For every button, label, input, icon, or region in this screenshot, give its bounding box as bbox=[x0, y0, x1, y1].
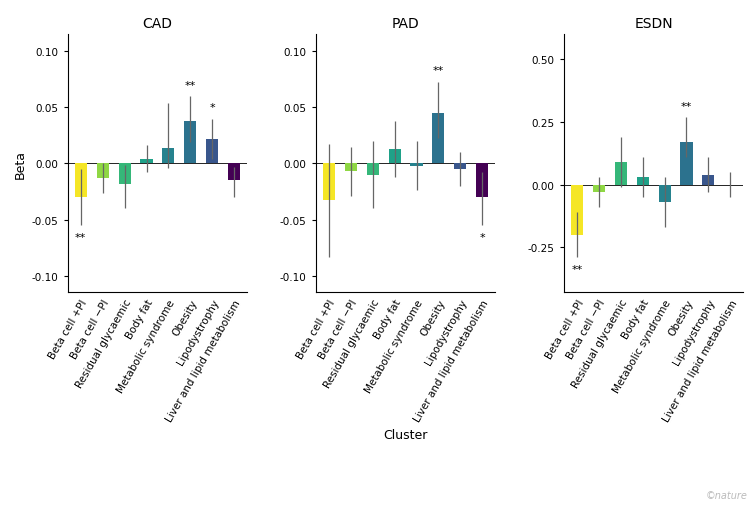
Bar bbox=[228, 164, 240, 181]
Bar bbox=[388, 149, 400, 164]
Bar bbox=[659, 185, 671, 203]
Text: ©nature: ©nature bbox=[705, 490, 747, 500]
Bar bbox=[207, 139, 219, 164]
Bar bbox=[119, 164, 131, 184]
Bar bbox=[593, 185, 605, 193]
Title: CAD: CAD bbox=[143, 18, 173, 31]
Bar bbox=[411, 164, 423, 166]
Bar bbox=[571, 185, 583, 235]
Bar bbox=[476, 164, 488, 198]
Bar bbox=[97, 164, 109, 179]
Bar bbox=[345, 164, 357, 172]
Bar bbox=[702, 175, 714, 185]
X-axis label: Cluster: Cluster bbox=[383, 428, 428, 441]
Bar bbox=[74, 164, 87, 198]
Title: PAD: PAD bbox=[392, 18, 419, 31]
Bar bbox=[615, 163, 627, 185]
Bar bbox=[433, 114, 445, 164]
Bar bbox=[162, 148, 174, 164]
Text: **: ** bbox=[681, 102, 692, 112]
Bar bbox=[637, 178, 649, 185]
Text: *: * bbox=[210, 103, 215, 113]
Bar bbox=[140, 160, 152, 164]
Text: **: ** bbox=[75, 232, 86, 242]
Bar bbox=[323, 164, 335, 201]
Bar bbox=[454, 164, 466, 170]
Text: **: ** bbox=[572, 264, 583, 274]
Bar bbox=[184, 122, 196, 164]
Bar bbox=[680, 143, 692, 185]
Text: **: ** bbox=[433, 66, 444, 76]
Text: **: ** bbox=[185, 80, 196, 90]
Bar bbox=[366, 164, 379, 175]
Text: *: * bbox=[479, 232, 485, 242]
Y-axis label: Beta: Beta bbox=[14, 149, 26, 179]
Title: ESDN: ESDN bbox=[635, 18, 673, 31]
